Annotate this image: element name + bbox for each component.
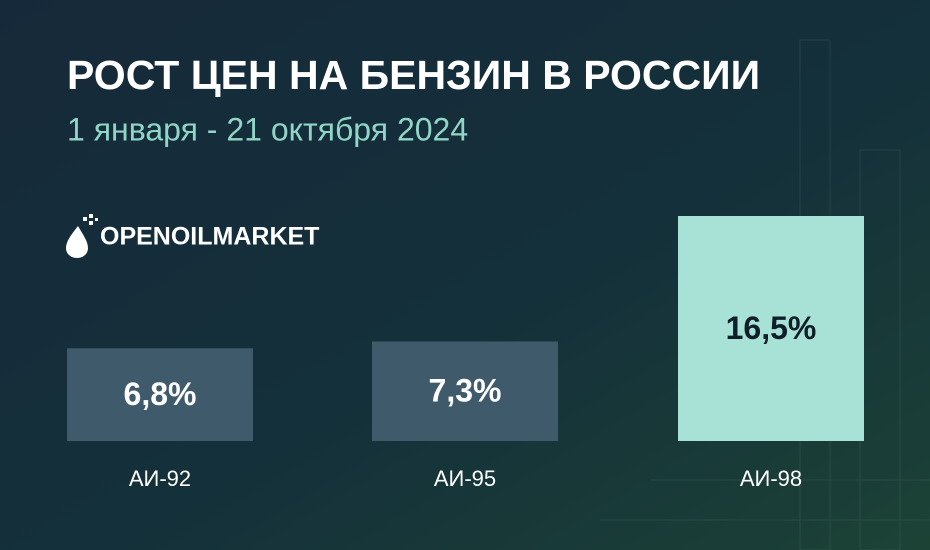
bar (372, 341, 558, 441)
value-label: 7,3% (429, 373, 502, 409)
x-tick-label: АИ-98 (740, 466, 802, 491)
logo-text: OPENOILMARKET (100, 223, 319, 251)
bar (67, 348, 253, 441)
bar (678, 216, 864, 441)
value-label: 16,5% (726, 310, 817, 346)
x-tick-label: АИ-95 (434, 466, 496, 491)
logo-icon (66, 214, 98, 258)
chart-subtitle: 1 января - 21 октября 2024 (67, 111, 468, 147)
chart-title: РОСТ ЦЕН НА БЕНЗИН В РОССИИ (67, 52, 760, 98)
x-tick-label: АИ-92 (129, 466, 191, 491)
value-label: 6,8% (124, 376, 197, 412)
